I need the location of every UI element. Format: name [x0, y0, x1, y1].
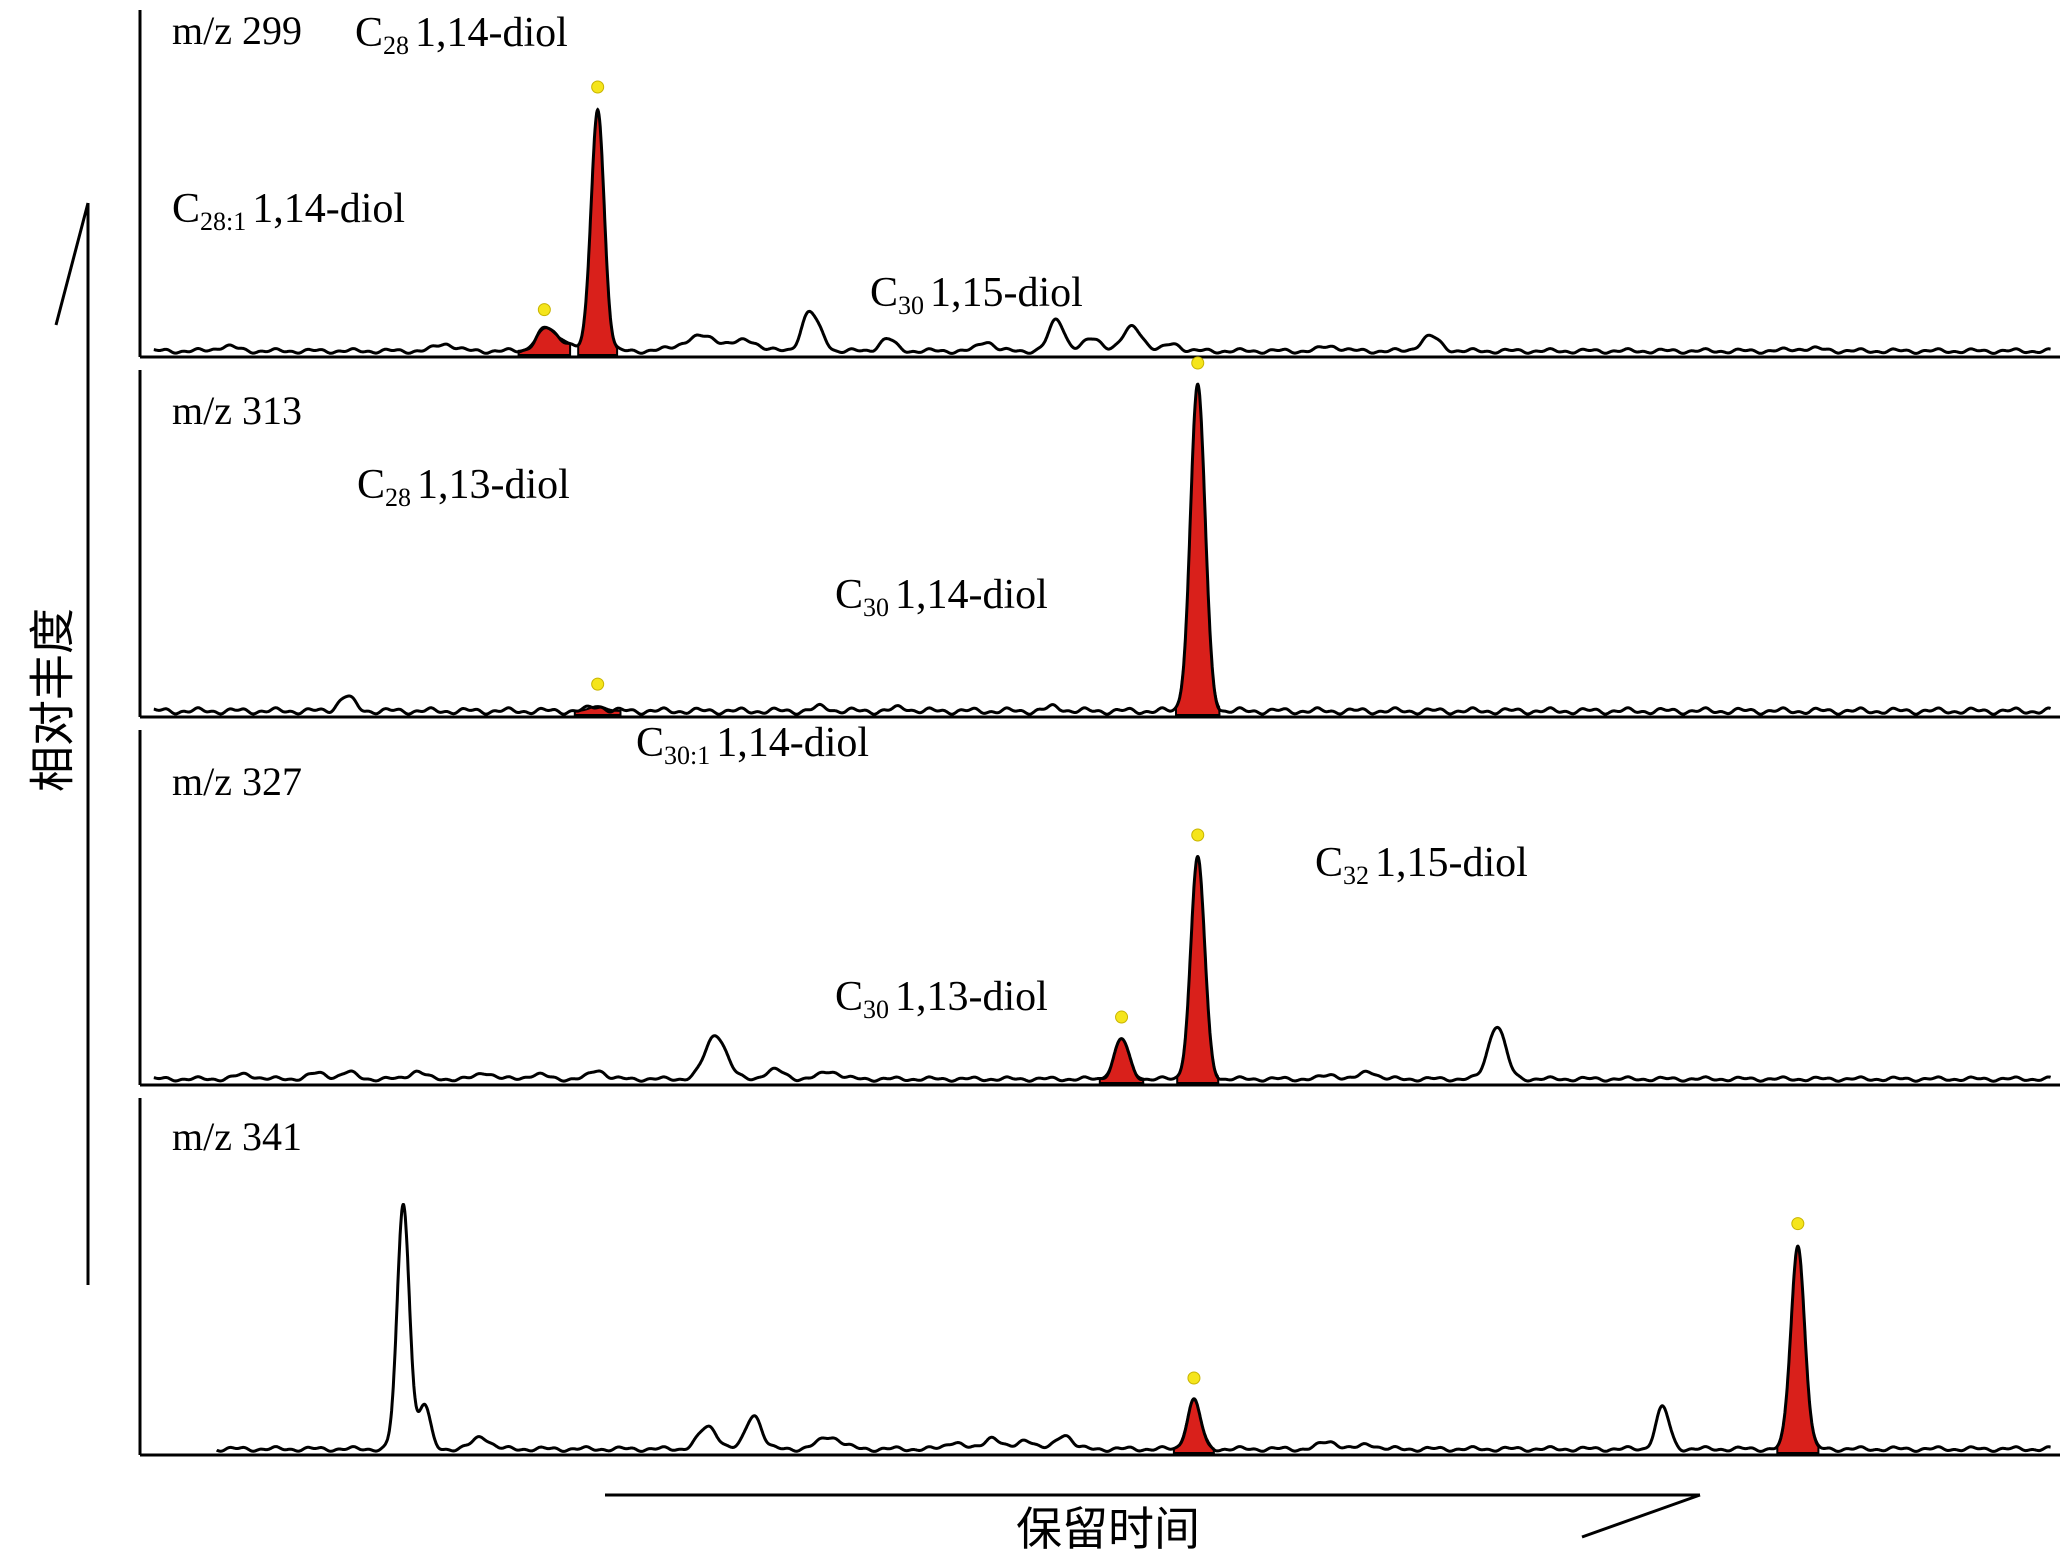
panel-label: m/z 299 — [172, 8, 302, 53]
chromatogram-trace — [152, 382, 2052, 716]
peak-label-compound: 1,13-diol — [895, 974, 1048, 1020]
peak-label-subscript: 28:1 — [200, 207, 246, 236]
peak-marker — [1791, 1217, 1805, 1231]
panel-label: m/z 341 — [172, 1114, 302, 1159]
peak-marker — [591, 80, 605, 94]
peak-label: C28 1,14-diol — [355, 10, 568, 60]
peak-label: C28 1,13-diol — [357, 462, 570, 512]
peak-label-subscript: 30 — [863, 995, 889, 1024]
peak-label-compound: 1,15-diol — [1375, 840, 1528, 886]
peak-marker — [1115, 1010, 1129, 1024]
peak-label-subscript: 28 — [385, 483, 411, 512]
peak-label: C30 1,13-diol — [835, 974, 1048, 1024]
peak-marker — [1191, 828, 1205, 842]
panel-label: m/z 313 — [172, 388, 302, 433]
x-axis-label: 保留时间 — [1016, 1502, 1200, 1556]
peak-label: C30:1 1,14-diol — [636, 720, 869, 770]
peak-label-carbon: C — [357, 462, 385, 508]
peak-label-carbon: C — [172, 186, 200, 232]
panel-label: m/z 327 — [172, 759, 302, 804]
y-axis-indicator — [54, 202, 90, 1285]
peak-label-compound: 1,14-diol — [252, 186, 405, 232]
peak-label-carbon: C — [636, 720, 664, 766]
peak-label-subscript: 30:1 — [664, 741, 710, 770]
peak-label-subscript: 28 — [383, 31, 409, 60]
peak-label-carbon: C — [1315, 840, 1343, 886]
peak-label-subscript: 30 — [898, 291, 924, 320]
peak-label-carbon: C — [355, 10, 383, 56]
peak-label: C30 1,14-diol — [835, 572, 1048, 622]
chromatogram-trace — [215, 1203, 2052, 1453]
peak-label-carbon: C — [870, 270, 898, 316]
y-axis-label: 相对丰度 — [26, 608, 80, 792]
peak-label-carbon: C — [835, 572, 863, 618]
peak-label-compound: 1,14-diol — [716, 720, 869, 766]
peak-label-compound: 1,14-diol — [895, 572, 1048, 618]
peak-label: C32 1,15-diol — [1315, 840, 1528, 890]
peak-label-subscript: 32 — [1343, 861, 1369, 890]
peak-label-compound: 1,14-diol — [415, 10, 568, 56]
peak-label-subscript: 30 — [863, 593, 889, 622]
peak-label: C30 1,15-diol — [870, 270, 1083, 320]
peak-label-carbon: C — [835, 974, 863, 1020]
chromatogram-trace — [152, 108, 2052, 355]
peak-marker — [1191, 356, 1205, 370]
chromatogram-trace — [152, 855, 2052, 1083]
peak-marker — [591, 677, 605, 691]
peak-marker — [537, 303, 551, 317]
peak-label-compound: 1,13-diol — [417, 462, 570, 508]
x-axis-indicator — [605, 1493, 1701, 1539]
peak-label-compound: 1,15-diol — [930, 270, 1083, 316]
peak-label: C28:1 1,14-diol — [172, 186, 405, 236]
peak-marker — [1187, 1371, 1201, 1385]
